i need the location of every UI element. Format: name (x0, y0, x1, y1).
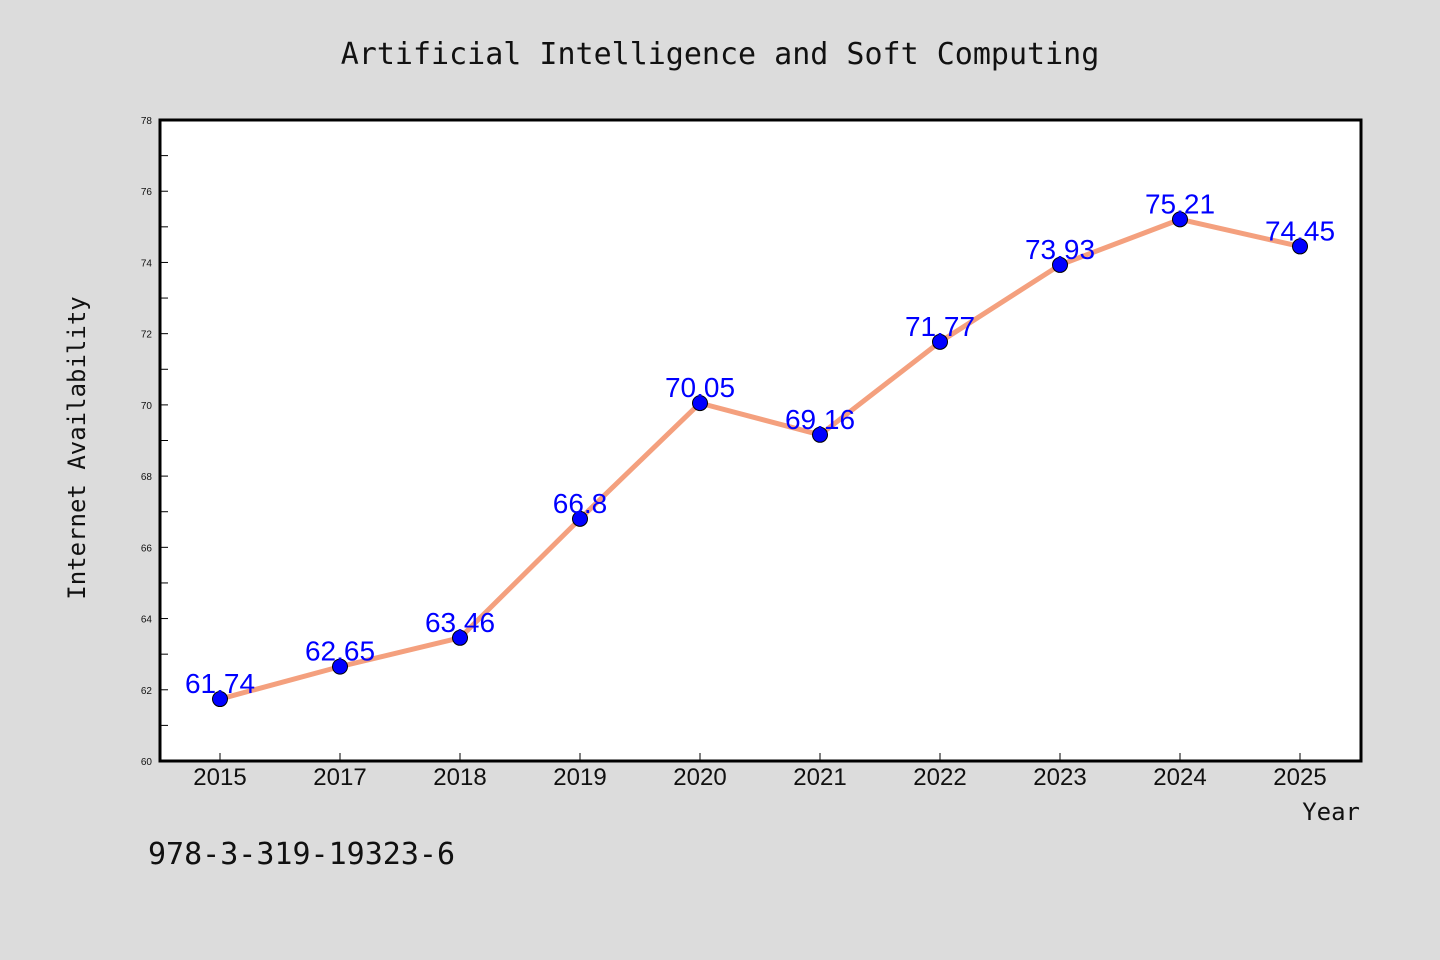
y-tick-label: 68 (141, 472, 153, 483)
data-point-marker (572, 510, 588, 527)
y-tick-label: 70 (141, 401, 153, 412)
y-tick-label: 62 (141, 686, 153, 697)
y-tick-label: 74 (141, 258, 153, 269)
series-group (212, 211, 1308, 708)
data-point-marker (1292, 238, 1308, 255)
data-point-marker (692, 395, 708, 412)
y-tick-label: 66 (141, 543, 153, 554)
y-tick-label: 76 (141, 187, 153, 198)
data-point-marker (332, 658, 348, 675)
y-tick-label: 78 (141, 116, 153, 127)
x-axis: 2015 2017 2018 2019 2020 2021 2022 2023 2024 2025 (193, 753, 1327, 791)
data-point-marker (1052, 256, 1068, 273)
x-tick-label: 2024 (1153, 764, 1206, 791)
data-label: 66.8 (553, 488, 608, 519)
x-tick-label: 2019 (553, 764, 606, 791)
x-axis-title: Year (1302, 798, 1360, 826)
data-labels-group: 61.74 62.65 63.46 66.8 70.05 69.16 71.77 73.93 7… (185, 188, 1335, 699)
x-tick-label: 2017 (313, 764, 366, 791)
x-tick-label: 2023 (1033, 764, 1086, 791)
series-line (217, 216, 1303, 702)
y-axis-title: Internet Availability (63, 296, 91, 599)
data-point-marker (932, 333, 948, 350)
x-tick-label: 2020 (673, 764, 726, 791)
x-tick-label: 2021 (793, 764, 846, 791)
chart-title: Artificial Intelligence and Soft Computi… (341, 37, 1100, 72)
data-label: 73.93 (1025, 234, 1095, 265)
data-label: 69.16 (785, 404, 855, 435)
y-tick-label: 64 (141, 615, 153, 626)
data-label: 70.05 (665, 372, 735, 403)
y-tick-label: 72 (141, 330, 153, 341)
y-tick-label: 60 (141, 757, 153, 768)
data-point-marker (212, 691, 228, 708)
data-point-marker (812, 426, 828, 443)
x-tick-label: 2025 (1273, 764, 1326, 791)
footer-isbn: 978-3-319-19323-6 (148, 837, 455, 872)
data-label: 75.21 (1145, 188, 1215, 219)
data-label: 71.77 (905, 311, 975, 342)
data-label: 61.74 (185, 668, 255, 699)
data-label: 74.45 (1265, 215, 1335, 246)
x-tick-label: 2022 (913, 764, 966, 791)
data-point-marker (452, 629, 468, 646)
data-point-marker (1172, 211, 1188, 228)
data-label: 62.65 (305, 636, 375, 667)
y-axis: 60 62 64 66 68 70 72 74 76 78 (141, 116, 168, 768)
x-tick-label: 2018 (433, 764, 486, 791)
data-label: 63.46 (425, 607, 495, 638)
x-tick-label: 2015 (193, 764, 246, 791)
